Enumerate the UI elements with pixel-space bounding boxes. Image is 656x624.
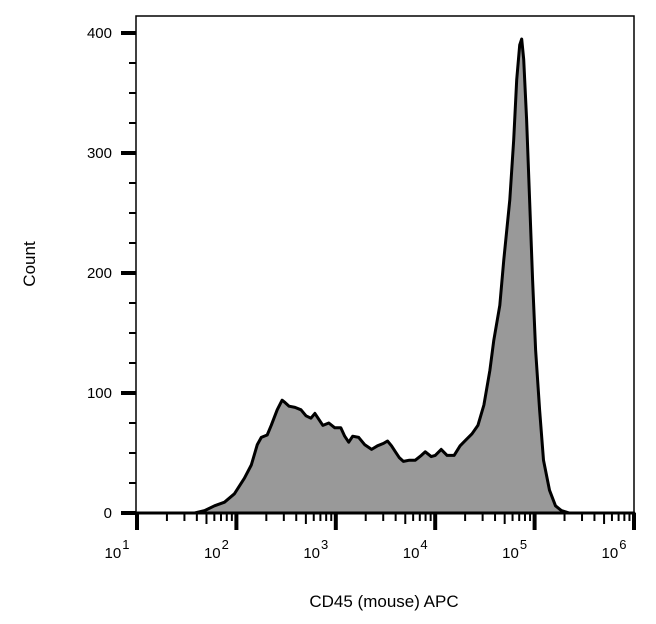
x-axis-tick-labels: 101 102 103 104 105 106 xyxy=(105,537,627,562)
x-tick-label: 103 xyxy=(303,537,328,562)
y-tick-label: 0 xyxy=(104,505,112,522)
x-tick-label: 104 xyxy=(403,537,428,562)
y-tick-label: 300 xyxy=(87,145,112,162)
y-tick-label: 400 xyxy=(87,25,112,42)
y-axis-ticks xyxy=(121,31,136,515)
x-tick-label: 106 xyxy=(602,537,627,562)
plot-frame xyxy=(135,15,635,514)
histogram-area xyxy=(135,37,636,515)
y-tick-label: 100 xyxy=(87,385,112,402)
x-axis-ticks xyxy=(135,513,636,530)
y-tick-label: 200 xyxy=(87,265,112,282)
y-axis-tick-labels: 0 100 200 300 400 xyxy=(87,25,112,522)
x-axis-title: CD45 (mouse) APC xyxy=(309,592,458,611)
x-tick-label: 101 xyxy=(105,537,130,562)
y-axis-title: Count xyxy=(20,241,39,287)
x-tick-label: 102 xyxy=(204,537,229,562)
x-tick-label: 105 xyxy=(502,537,527,562)
